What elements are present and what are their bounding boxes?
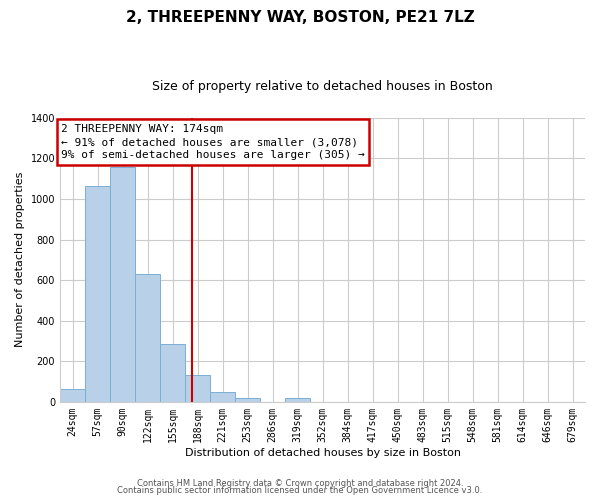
Bar bbox=[285, 398, 310, 402]
Title: Size of property relative to detached houses in Boston: Size of property relative to detached ho… bbox=[152, 80, 493, 93]
Text: 2, THREEPENNY WAY, BOSTON, PE21 7LZ: 2, THREEPENNY WAY, BOSTON, PE21 7LZ bbox=[125, 10, 475, 25]
Bar bbox=[85, 186, 110, 402]
Bar bbox=[135, 274, 160, 402]
Bar bbox=[235, 398, 260, 402]
Bar bbox=[160, 344, 185, 402]
Bar bbox=[60, 388, 85, 402]
Bar bbox=[185, 376, 210, 402]
Y-axis label: Number of detached properties: Number of detached properties bbox=[15, 172, 25, 348]
Text: Contains HM Land Registry data © Crown copyright and database right 2024.: Contains HM Land Registry data © Crown c… bbox=[137, 478, 463, 488]
X-axis label: Distribution of detached houses by size in Boston: Distribution of detached houses by size … bbox=[185, 448, 461, 458]
Bar bbox=[210, 392, 235, 402]
Text: 2 THREEPENNY WAY: 174sqm
← 91% of detached houses are smaller (3,078)
9% of semi: 2 THREEPENNY WAY: 174sqm ← 91% of detach… bbox=[61, 124, 365, 160]
Text: Contains public sector information licensed under the Open Government Licence v3: Contains public sector information licen… bbox=[118, 486, 482, 495]
Bar bbox=[110, 168, 135, 402]
